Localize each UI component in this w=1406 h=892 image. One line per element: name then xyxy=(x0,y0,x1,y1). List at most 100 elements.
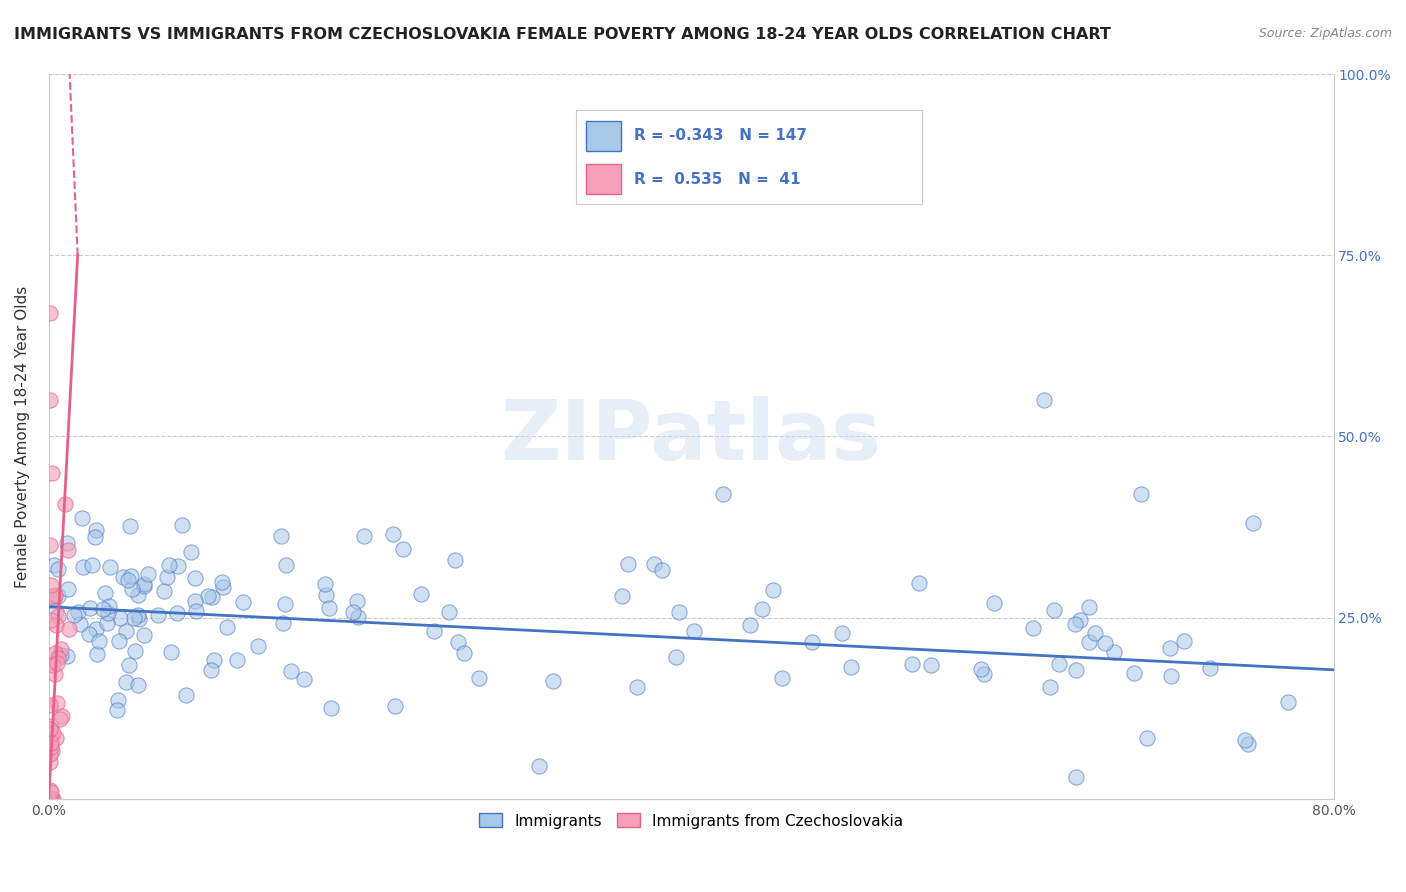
Point xyxy=(319,701,342,715)
Point xyxy=(1022,621,1045,635)
Point xyxy=(200,663,222,677)
Point xyxy=(184,572,207,586)
Point xyxy=(1043,603,1066,617)
Point xyxy=(39,722,62,736)
Point xyxy=(132,576,155,591)
Point xyxy=(1064,770,1087,784)
Legend: Immigrants, Immigrants from Czechoslovakia: Immigrants, Immigrants from Czechoslovak… xyxy=(472,807,910,835)
Point xyxy=(437,605,460,619)
Point xyxy=(82,558,104,573)
Point xyxy=(908,576,931,591)
Point xyxy=(51,648,73,662)
Point xyxy=(39,755,62,769)
Point xyxy=(48,562,70,576)
Point xyxy=(211,575,233,590)
Point xyxy=(761,582,783,597)
Point xyxy=(46,696,69,710)
Point xyxy=(626,680,648,694)
Point xyxy=(839,660,862,674)
Point xyxy=(84,523,107,537)
Point xyxy=(270,529,292,543)
Point xyxy=(118,518,141,533)
Point xyxy=(39,728,62,742)
Point xyxy=(1078,635,1101,649)
Point xyxy=(39,306,62,320)
Point xyxy=(56,582,79,596)
Point xyxy=(39,740,62,755)
Point xyxy=(1198,660,1220,674)
Point xyxy=(39,698,62,712)
Point xyxy=(1069,613,1091,627)
Point xyxy=(167,559,190,574)
Point xyxy=(127,588,149,602)
Point xyxy=(770,671,793,685)
Point xyxy=(115,624,138,638)
Point xyxy=(346,593,368,607)
Point xyxy=(72,559,94,574)
Point xyxy=(120,569,142,583)
Point xyxy=(127,607,149,622)
Point xyxy=(105,703,128,717)
Point xyxy=(342,605,364,619)
Point xyxy=(96,615,118,630)
Point xyxy=(215,620,238,634)
Point xyxy=(447,634,470,648)
Point xyxy=(1047,657,1070,671)
Point xyxy=(44,646,66,660)
Point xyxy=(225,653,247,667)
Point xyxy=(39,736,62,750)
Point xyxy=(1039,680,1062,694)
Point xyxy=(665,650,688,665)
Point xyxy=(668,606,690,620)
Point xyxy=(97,606,120,620)
Point xyxy=(41,792,63,806)
Point xyxy=(1159,641,1181,656)
Point xyxy=(172,517,194,532)
Point xyxy=(318,600,340,615)
Point xyxy=(41,744,63,758)
Point xyxy=(271,615,294,630)
Point xyxy=(42,726,65,740)
Point xyxy=(738,618,761,632)
Point xyxy=(276,558,298,573)
Point xyxy=(1277,694,1299,708)
Point xyxy=(197,589,219,603)
Point xyxy=(132,579,155,593)
Point xyxy=(1102,645,1125,659)
Point xyxy=(751,602,773,616)
Point xyxy=(46,609,69,624)
Point xyxy=(146,608,169,623)
Point xyxy=(1033,393,1056,408)
Point xyxy=(610,589,633,603)
Point xyxy=(45,657,67,671)
Point xyxy=(920,657,942,672)
Point xyxy=(39,785,62,799)
Point xyxy=(72,511,94,525)
Text: ZIPatlas: ZIPatlas xyxy=(501,396,882,477)
Point xyxy=(1136,731,1159,746)
Point xyxy=(67,605,90,619)
Point xyxy=(423,624,446,638)
Point xyxy=(1160,669,1182,683)
Point xyxy=(39,792,62,806)
Point xyxy=(180,544,202,558)
Point xyxy=(280,664,302,678)
Point xyxy=(643,557,665,571)
Point xyxy=(41,792,63,806)
Point xyxy=(392,541,415,556)
Point xyxy=(93,585,115,599)
Point xyxy=(108,634,131,648)
Point xyxy=(63,608,86,623)
Point xyxy=(801,635,824,649)
Point xyxy=(41,589,63,603)
Point xyxy=(1122,665,1144,680)
Text: IMMIGRANTS VS IMMIGRANTS FROM CZECHOSLOVAKIA FEMALE POVERTY AMONG 18-24 YEAR OLD: IMMIGRANTS VS IMMIGRANTS FROM CZECHOSLOV… xyxy=(14,27,1111,42)
Point xyxy=(45,604,67,618)
Point xyxy=(91,602,114,616)
Point xyxy=(39,613,62,627)
Point xyxy=(42,558,65,573)
Point xyxy=(69,617,91,632)
Point xyxy=(77,627,100,641)
Point xyxy=(202,653,225,667)
Point xyxy=(84,622,107,636)
